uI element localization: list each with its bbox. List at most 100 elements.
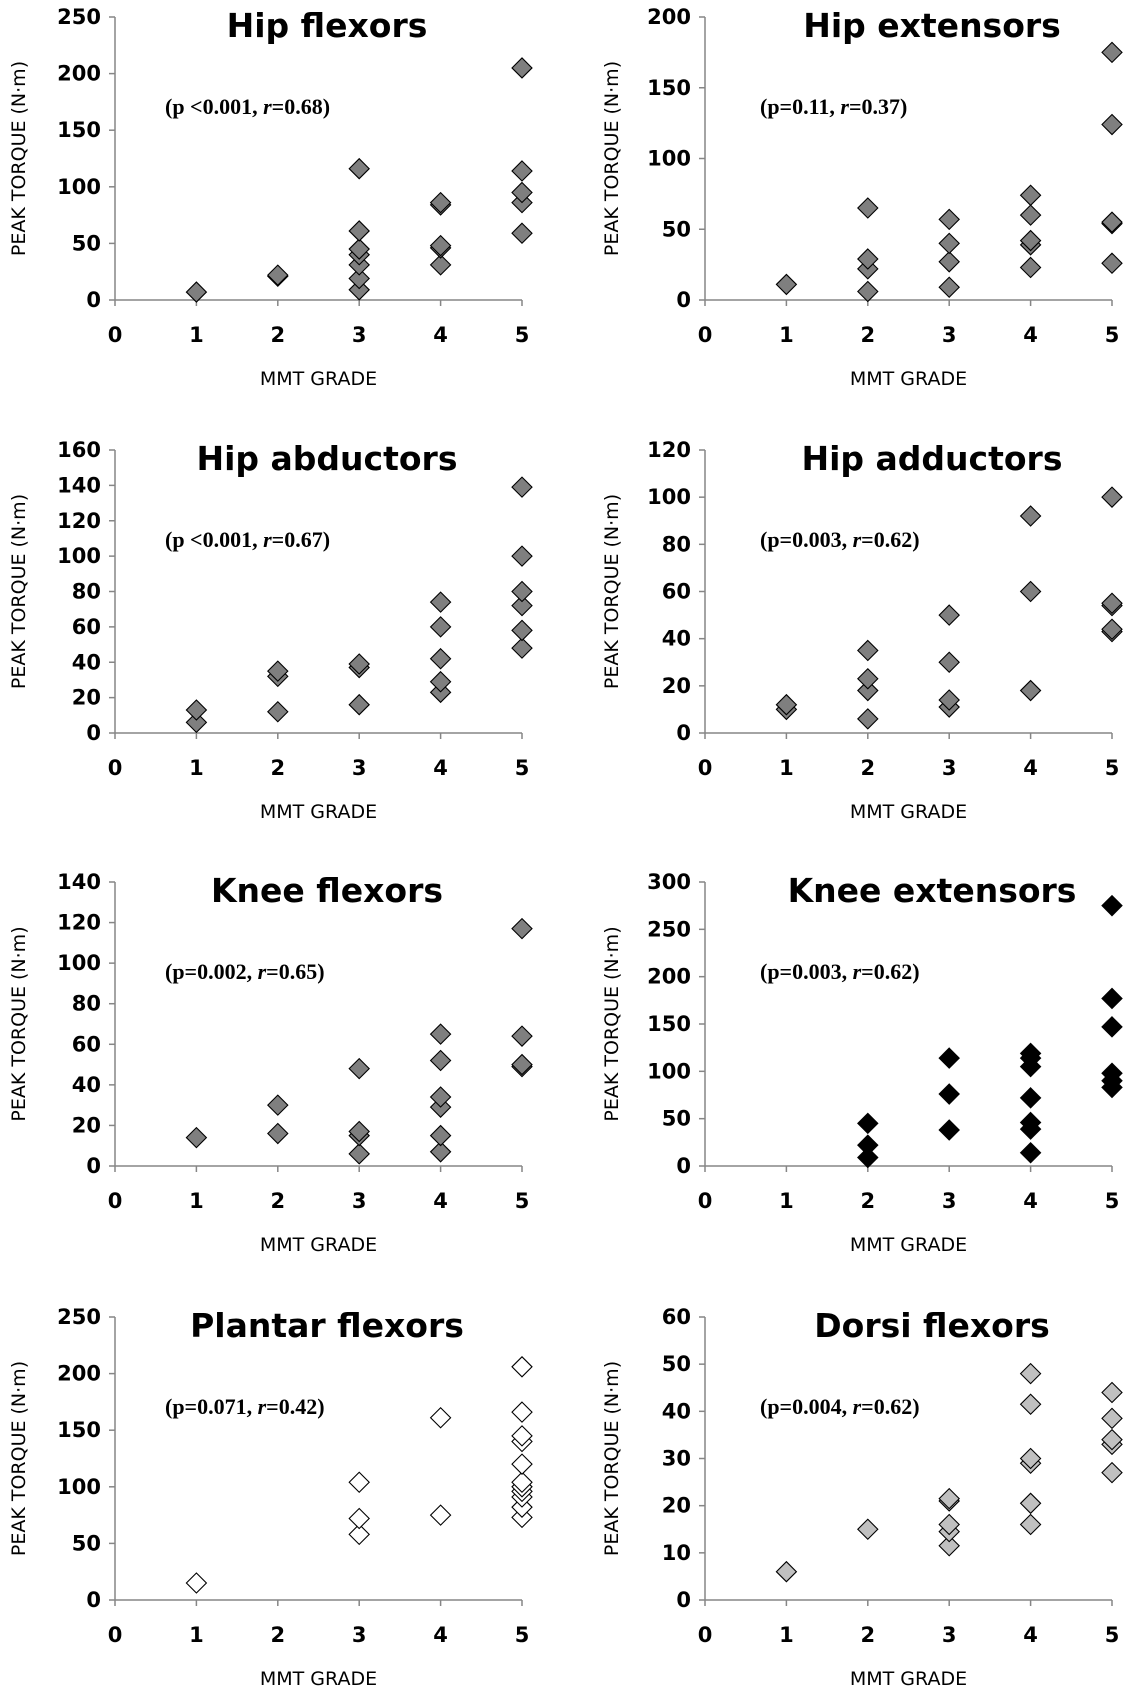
chart-1-y-tick-label: 100 (57, 175, 101, 199)
chart-4-data-point (857, 708, 879, 730)
chart-7-y-tick-label: 100 (57, 1475, 101, 1499)
chart-6-data-point (1101, 1016, 1123, 1038)
chart-4-stats-r-symbol: r (853, 527, 862, 552)
chart-2-data-point (1019, 256, 1042, 279)
chart-1-data-point (348, 220, 370, 242)
chart-7-stats-prefix: (p=0.071, (165, 1394, 258, 1419)
chart-5-stats-prefix: (p=0.002, (165, 959, 258, 984)
chart-6-data-point (857, 1134, 879, 1156)
chart-7-x-tick-label: 1 (189, 1623, 204, 1647)
chart-6-data-point (857, 1112, 879, 1135)
chart-2-title: Hip extensors (803, 6, 1061, 45)
chart-6-x-axis-label: MMT GRADE (850, 1234, 967, 1256)
chart-8-data-point (775, 1560, 798, 1583)
chart-8-y-tick-label: 60 (662, 1305, 691, 1329)
chart-7-data-point (511, 1425, 533, 1447)
chart-8-data-point (1019, 1492, 1042, 1515)
chart-6-data-point (1101, 987, 1123, 1010)
chart-8-data-point (1019, 1362, 1042, 1385)
chart-5-data-point (267, 1094, 289, 1116)
chart-4-data-point (1101, 592, 1123, 615)
chart-2-y-tick-label: 0 (676, 288, 691, 312)
chart-3-x-tick-label: 1 (189, 756, 204, 780)
chart-8-data-point (857, 1518, 879, 1541)
chart-3-y-tick-label: 120 (57, 509, 101, 533)
chart-5-stats-annotation: (p=0.002, r=0.65) (165, 959, 325, 984)
chart-4-stats-suffix: =0.62) (861, 527, 919, 552)
chart-8-y-tick-label: 40 (662, 1399, 691, 1423)
chart-3-stats-suffix: =0.67) (272, 527, 330, 552)
chart-2-x-tick-label: 0 (698, 323, 713, 347)
chart-7-title: Plantar flexors (190, 1306, 464, 1345)
chart-3-data-point (185, 699, 208, 721)
chart-4-y-tick-label: 80 (662, 532, 691, 556)
chart-4-y-tick-label: 20 (662, 674, 691, 698)
chart-5-data-point (429, 1141, 452, 1163)
chart-8-x-tick-label: 4 (1023, 1623, 1038, 1647)
chart-2-data-point (1019, 229, 1042, 252)
chart-7-data-point (511, 1453, 533, 1475)
chart-2-data-point (1019, 204, 1042, 226)
chart-3-data-point (511, 619, 533, 642)
chart-3-points (185, 476, 533, 734)
chart-1-title: Hip flexors (227, 6, 428, 45)
chart-8-x-axis-label: MMT GRADE (850, 1668, 967, 1690)
chart-4-y-tick-label: 100 (647, 485, 691, 509)
chart-6-y-tick-label: 0 (676, 1154, 691, 1178)
chart-8-y-tick-label: 50 (662, 1352, 691, 1376)
chart-2-x-tick-label: 5 (1105, 323, 1120, 347)
chart-8-data-point (1019, 1513, 1042, 1536)
chart-1-points (185, 57, 533, 303)
chart-5-x-tick-label: 4 (433, 1189, 448, 1213)
chart-5-data-point (429, 1023, 452, 1045)
chart-5-data-point (267, 1122, 289, 1145)
chart-1-x-tick-label: 1 (189, 323, 204, 347)
chart-2-x-tick-label: 3 (942, 323, 957, 347)
chart-7-x-axis-label: MMT GRADE (260, 1668, 377, 1690)
chart-5-data-point (511, 1025, 533, 1047)
chart-3-data-point (429, 591, 452, 613)
chart-3-y-tick-label: 40 (72, 650, 101, 674)
chart-2-y-tick-label: 100 (647, 147, 691, 171)
chart-3-x-tick-label: 3 (352, 756, 367, 780)
chart-3-data-point (429, 670, 452, 693)
chart-2-data-point (1101, 211, 1123, 233)
chart-5-data-point (429, 1124, 452, 1147)
chart-1-data-point (511, 57, 533, 79)
chart-6-y-tick-label: 100 (647, 1059, 691, 1083)
chart-6-title: Knee extensors (788, 871, 1077, 910)
chart-8-panel: Dorsi flexors 0 10 20 30 40 50 60 0 1 2 3 4 5 MMT GRAD… (601, 1305, 1123, 1690)
chart-1-stats-prefix: (p <0.001, (165, 94, 263, 119)
chart-5-x-tick-label: 0 (108, 1189, 123, 1213)
chart-4-stats-annotation: (p=0.003, r=0.62) (760, 527, 920, 552)
chart-7-data-point (348, 1523, 370, 1546)
chart-8-data-point (938, 1513, 960, 1536)
chart-4-x-tick-label: 5 (1105, 756, 1120, 780)
chart-4-stats-prefix: (p=0.003, (760, 527, 853, 552)
chart-6-data-point (1101, 894, 1123, 917)
chart-4-data-point (1101, 486, 1123, 508)
chart-2-x-tick-label: 4 (1023, 323, 1038, 347)
chart-5-x-tick-label: 3 (352, 1189, 367, 1213)
chart-1-x-tick-label: 3 (352, 323, 367, 347)
chart-6-data-point (938, 1083, 960, 1105)
chart-8-data-point (938, 1487, 960, 1510)
chart-5-x-tick-label: 2 (270, 1189, 285, 1213)
chart-1-y-tick-label: 250 (57, 5, 101, 29)
chart-8-x-tick-label: 0 (698, 1623, 713, 1647)
chart-2-y-tick-label: 200 (647, 5, 691, 29)
chart-2-data-point (1019, 184, 1042, 207)
chart-7-y-tick-label: 250 (57, 1305, 101, 1329)
chart-1-data-point (511, 181, 533, 204)
chart-6-x-tick-label: 0 (698, 1189, 713, 1213)
chart-1-stats-annotation: (p <0.001, r=0.68) (165, 94, 330, 119)
chart-7-y-tick-label: 150 (57, 1418, 101, 1442)
chart-7-data-point (511, 1401, 533, 1423)
chart-8-title: Dorsi flexors (814, 1306, 1050, 1345)
chart-6-y-tick-label: 200 (647, 965, 691, 989)
chart-7-data-point (429, 1406, 452, 1429)
chart-1-y-axis-label: PEAK TORQUE (N·m) (8, 61, 30, 256)
chart-3-y-tick-label: 0 (86, 721, 101, 745)
chart-8-data-point (938, 1534, 960, 1557)
chart-5-data-point (429, 1086, 452, 1108)
